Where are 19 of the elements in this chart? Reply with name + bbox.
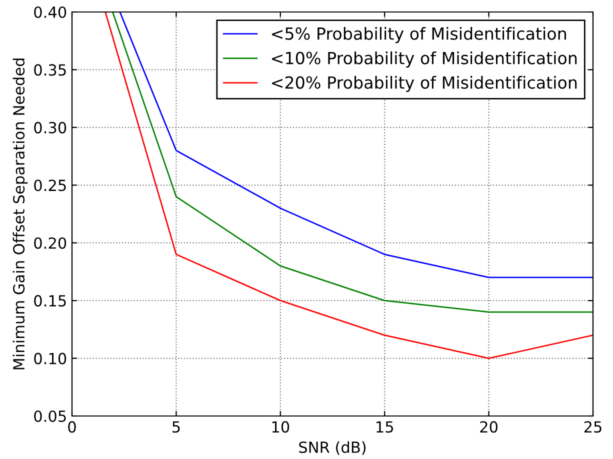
x-tick-label: 25 — [584, 421, 602, 433]
x-tick-label: 0 — [68, 421, 76, 433]
y-tick-label: 0.35 — [34, 64, 66, 76]
y-axis-title: Minimum Gain Offset Separation Needed — [12, 58, 28, 370]
y-tick-label: 0.25 — [34, 180, 66, 192]
y-tick-label: 0.20 — [34, 237, 66, 249]
x-tick-label: 5 — [172, 421, 180, 433]
y-tick-label: 0.10 — [34, 352, 66, 364]
x-tick-label: 15 — [376, 421, 393, 433]
y-tick-label: 0.40 — [34, 6, 66, 18]
legend-label: <5% Probability of Misidentification — [272, 27, 566, 44]
y-tick-label: 0.30 — [34, 122, 66, 134]
x-tick-label: 10 — [272, 421, 290, 433]
y-tick-label: 0.15 — [34, 295, 66, 307]
y-tick-label: 0.05 — [34, 410, 66, 422]
legend-label: <10% Probability of Misidentification — [272, 51, 577, 68]
legend-label: <20% Probability of Misidentification — [272, 76, 577, 92]
x-tick-label: 20 — [480, 421, 498, 433]
x-axis-title: SNR (dB) — [299, 441, 366, 455]
